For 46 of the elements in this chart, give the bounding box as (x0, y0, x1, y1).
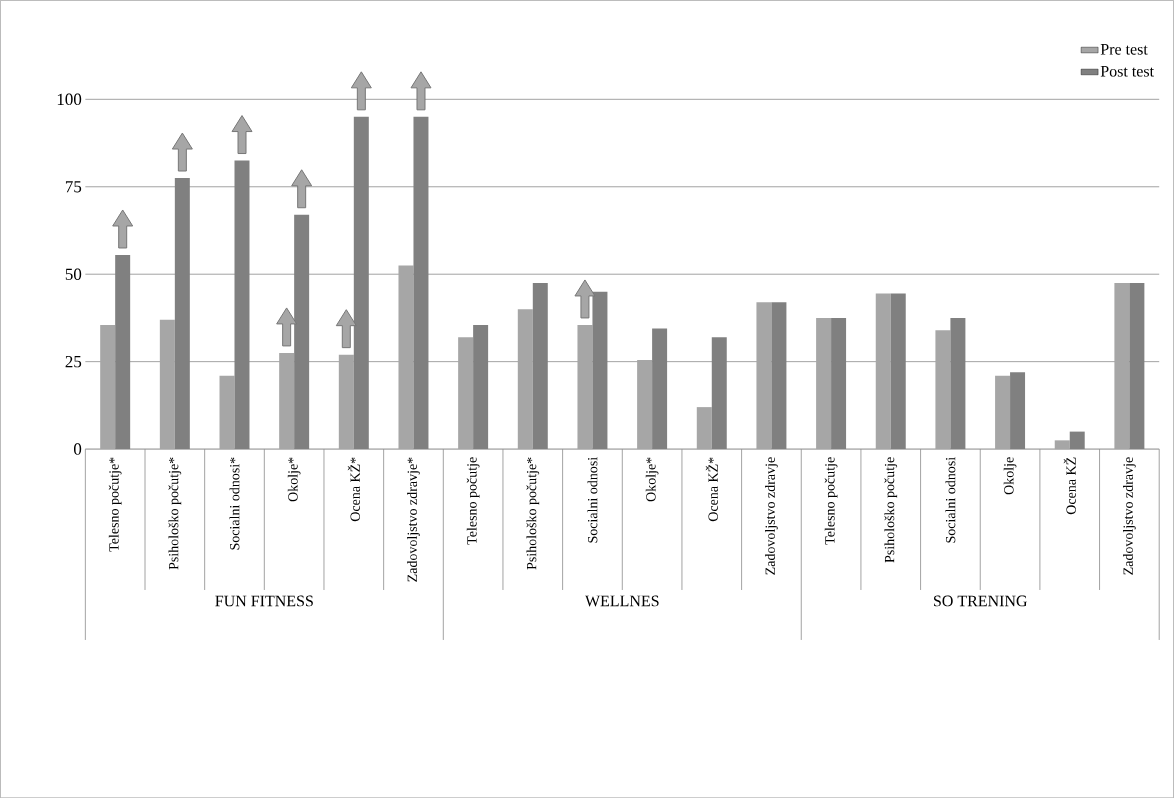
bar (458, 337, 474, 449)
bar (995, 375, 1011, 449)
x-tick-label: Socialni odnosi* (229, 457, 240, 550)
x-tick-label: Ocena KŽ* (705, 457, 718, 522)
x-tick-label: Socialni odnosi (587, 456, 598, 543)
x-tick-label: Okolje* (287, 457, 301, 502)
x-tick-label: Psihološko počutje* (168, 457, 182, 570)
x-tick-label: Okolje* (645, 457, 659, 502)
bar (756, 302, 772, 449)
x-tick-label: Telesno počutje* (108, 457, 122, 552)
x-tick-label: Ocena KŽ (1063, 457, 1076, 515)
y-tick-label: 0 (73, 443, 82, 455)
x-tick-label: Telesno počutje (824, 457, 838, 545)
legend-label: Pre test (1100, 43, 1148, 55)
text: FUN FITNESS (215, 595, 313, 607)
bar (338, 354, 354, 449)
bar (1054, 440, 1070, 449)
x-tick-label: Zadovoljstvo zdravje (765, 457, 778, 575)
x-tick-label: Telesno počutje (466, 457, 480, 545)
bar (935, 330, 951, 449)
x-tick-label: Psihološko počutje (884, 457, 898, 563)
x-tick-label: Socialni odnosi (945, 456, 956, 543)
legend-label: Post test (1100, 65, 1154, 77)
x-tick-label: Zadovoljstvo zdravje* (407, 457, 420, 582)
bar (100, 324, 116, 449)
x-tick-label: Psihološko počutje* (526, 457, 540, 570)
x-tick-label: Zadovoljstvo zdravje (1123, 457, 1136, 575)
bar (219, 375, 235, 449)
bar (875, 293, 891, 449)
bar (577, 324, 593, 449)
bar (398, 265, 414, 449)
bar (696, 406, 712, 449)
bar (279, 352, 295, 449)
y-tick-label: 50 (65, 268, 82, 280)
x-tick-label: Ocena KŽ* (347, 457, 360, 522)
text: SO TRENING (934, 595, 1028, 607)
bar (517, 309, 533, 449)
bar (637, 359, 653, 449)
y-tick-label: 100 (57, 93, 82, 105)
text: WELLNES (585, 595, 659, 607)
bar (159, 319, 175, 449)
y-tick-label: 75 (65, 181, 82, 193)
bar (816, 317, 832, 449)
x-tick-label: Okolje (1003, 457, 1017, 495)
y-tick-label: 25 (65, 355, 82, 368)
bar (1114, 282, 1130, 449)
